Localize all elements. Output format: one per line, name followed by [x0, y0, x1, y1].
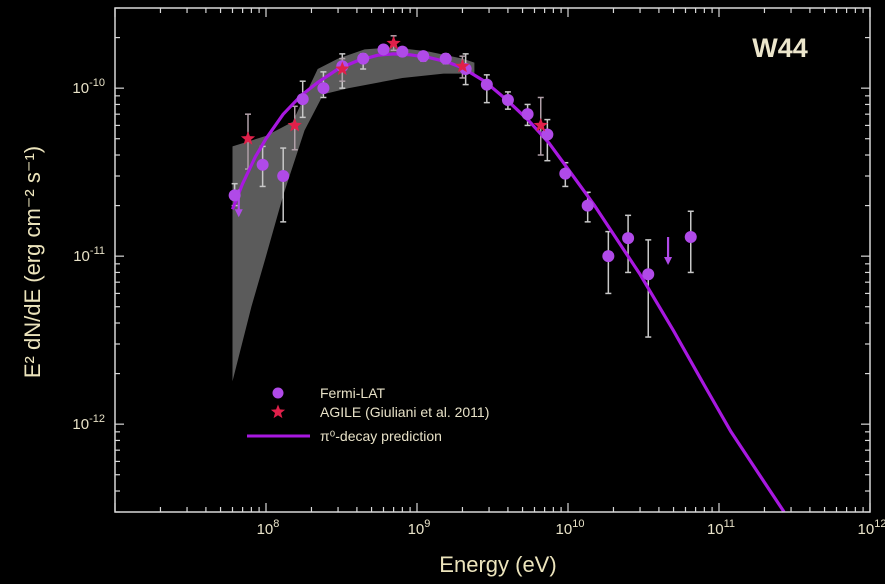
systematic-band — [232, 47, 475, 382]
fermi-point — [559, 167, 572, 180]
fermi-point — [417, 50, 430, 63]
source-annotation: W44 — [752, 33, 808, 63]
fermi-point — [581, 199, 594, 212]
x-tick-label: 109 — [408, 518, 431, 538]
legend-marker-fermi — [272, 387, 284, 399]
fermi-point — [480, 78, 493, 91]
x-tick-label: 108 — [257, 518, 280, 538]
fermi-point — [357, 52, 370, 65]
agile-point — [287, 117, 302, 132]
pi0-model-line — [231, 52, 786, 513]
fermi-point — [602, 250, 615, 263]
legend: Fermi-LAT AGILE (Giuliani et al. 2011) π… — [247, 385, 489, 444]
systematic-band-layer — [232, 47, 475, 382]
y-tick-label: 10-11 — [73, 245, 105, 265]
agile-point — [335, 61, 350, 76]
legend-marker-agile — [270, 404, 286, 419]
upper-limit-arrowhead — [234, 209, 243, 218]
fermi-point — [439, 52, 452, 65]
fermi-point — [642, 268, 655, 281]
agile-point — [455, 58, 470, 73]
y-tick-label: 10-12 — [72, 413, 105, 433]
fermi-point — [501, 94, 514, 107]
x-axis-title: Energy (eV) — [439, 552, 556, 577]
axis-tick-labels: 108 109 1010 1011 1012 10-12 10-11 10-10 — [72, 77, 885, 538]
fermi-point — [396, 45, 409, 58]
fermi-point — [277, 170, 290, 182]
legend-label-pi0: π⁰-decay prediction — [320, 428, 442, 444]
legend-label-agile: AGILE (Giuliani et al. 2011) — [320, 404, 489, 420]
agile-point — [533, 117, 548, 132]
fermi-point — [377, 43, 390, 56]
legend-label-fermi: Fermi-LAT — [320, 385, 386, 401]
x-tick-label: 1010 — [556, 518, 585, 538]
fermi-point — [296, 93, 309, 106]
fermi-point — [622, 232, 635, 245]
fermi-point — [317, 82, 330, 95]
fermi-point — [541, 128, 554, 141]
upper-limit-arrowhead — [664, 257, 673, 266]
model-line-layer — [231, 52, 786, 513]
plot-frame — [114, 7, 871, 513]
fermi-point — [256, 158, 269, 171]
fermi-point — [684, 231, 697, 244]
axis-ticks — [114, 7, 871, 513]
x-tick-label: 1011 — [707, 518, 735, 538]
y-tick-label: 10-10 — [72, 77, 105, 97]
fermi-point — [521, 108, 534, 121]
x-tick-label: 1012 — [858, 518, 885, 538]
y-axis-title: E² dN/dE (erg cm⁻² s⁻¹) — [20, 146, 45, 378]
agile-point — [386, 35, 401, 50]
agile-point — [240, 131, 256, 145]
marker-layer — [228, 35, 697, 281]
